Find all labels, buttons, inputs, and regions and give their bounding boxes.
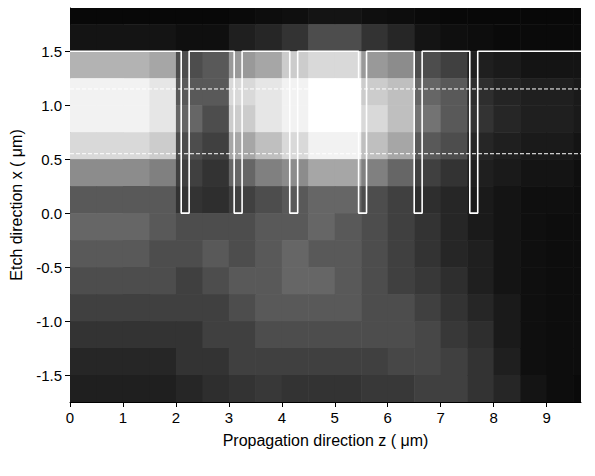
svg-text:8: 8	[489, 409, 497, 426]
svg-text:2: 2	[172, 409, 180, 426]
svg-text:4: 4	[278, 409, 286, 426]
svg-text:1.0: 1.0	[41, 97, 62, 114]
svg-text:-0.5: -0.5	[36, 259, 62, 276]
svg-text:3: 3	[225, 409, 233, 426]
svg-text:Etch direction x ( μm): Etch direction x ( μm)	[8, 129, 25, 280]
svg-text:1.5: 1.5	[41, 43, 62, 60]
svg-text:Propagation direction z ( μm): Propagation direction z ( μm)	[223, 432, 429, 449]
svg-text:1: 1	[119, 409, 127, 426]
svg-text:9: 9	[542, 409, 550, 426]
svg-text:0.0: 0.0	[41, 205, 62, 222]
svg-text:0.5: 0.5	[41, 151, 62, 168]
svg-text:7: 7	[437, 409, 445, 426]
svg-text:0: 0	[66, 409, 74, 426]
svg-text:5: 5	[331, 409, 339, 426]
svg-text:-1.5: -1.5	[36, 367, 62, 384]
svg-text:-1.0: -1.0	[36, 313, 62, 330]
svg-text:6: 6	[384, 409, 392, 426]
